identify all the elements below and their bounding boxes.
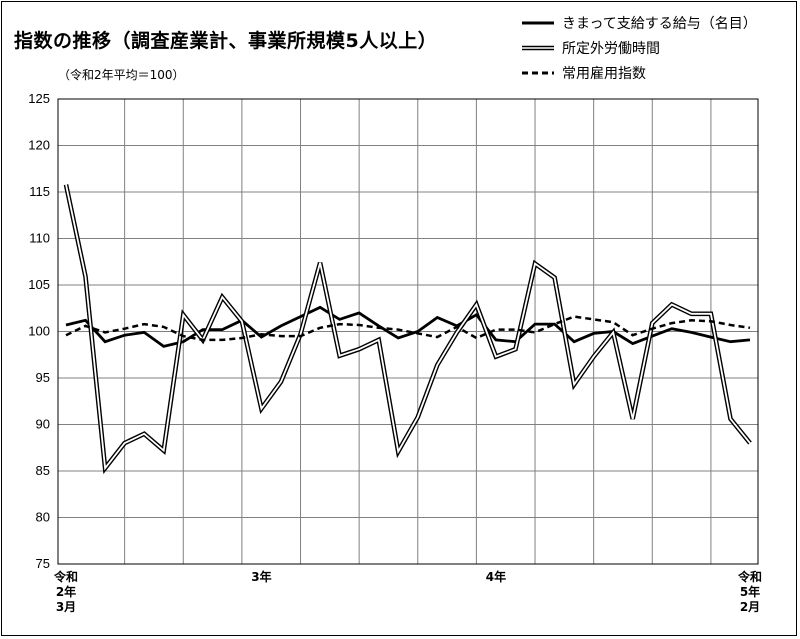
series-2-line [65, 315, 751, 342]
y-tick-label: 95 [36, 370, 50, 385]
y-tick-label: 110 [29, 231, 50, 246]
legend: きまって支給する給与（名目） 所定外労働時間 常用雇用指数 [522, 10, 757, 85]
legend-label-employment: 常用雇用指数 [562, 65, 646, 82]
y-tick-label: 90 [36, 417, 50, 432]
chart-subtitle: （令和2年平均＝100） [58, 68, 185, 82]
x-tick-label: 4年 [486, 569, 506, 584]
x-tick-label: 3月 [56, 600, 76, 614]
series-2-point [495, 329, 496, 330]
legend-swatch-solid [522, 21, 554, 24]
y-tick-label: 120 [28, 138, 50, 153]
y-tick-label: 80 [36, 510, 50, 525]
y-tick-label: 105 [28, 277, 50, 292]
y-tick-label: 85 [36, 463, 50, 478]
x-tick-label: 令和 [53, 569, 78, 584]
legend-label-overtime: 所定外労働時間 [562, 40, 660, 57]
x-tick-label: 3年 [251, 569, 271, 584]
legend-item-employment: 常用雇用指数 [522, 60, 757, 85]
x-tick-label: 5年 [740, 584, 760, 599]
x-tick-label: 令和 [737, 569, 762, 584]
x-tick-label: 2月 [740, 600, 760, 614]
legend-swatch-dashed [522, 71, 554, 74]
y-tick-label: 100 [28, 324, 50, 339]
series-2-point [613, 322, 614, 323]
y-tick-label: 75 [36, 556, 50, 571]
legend-item-overtime: 所定外労働時間 [522, 35, 757, 60]
x-tick-label: 2年 [56, 584, 76, 599]
series-2-point [515, 329, 516, 330]
chart-title: 指数の推移（調査産業計、事業所規模5人以上） [14, 30, 438, 52]
legend-label-wages: きまって支給する給与（名目） [562, 15, 757, 32]
series-2-point [574, 316, 575, 317]
y-tick-label: 125 [28, 91, 50, 106]
legend-swatch-double [522, 45, 554, 50]
series-1-line-outer [63, 184, 752, 475]
legend-item-wages: きまって支給する給与（名目） [522, 10, 757, 35]
plot-area [57, 98, 759, 565]
y-tick-label: 115 [29, 184, 50, 199]
series-1-line-inner [65, 184, 751, 471]
